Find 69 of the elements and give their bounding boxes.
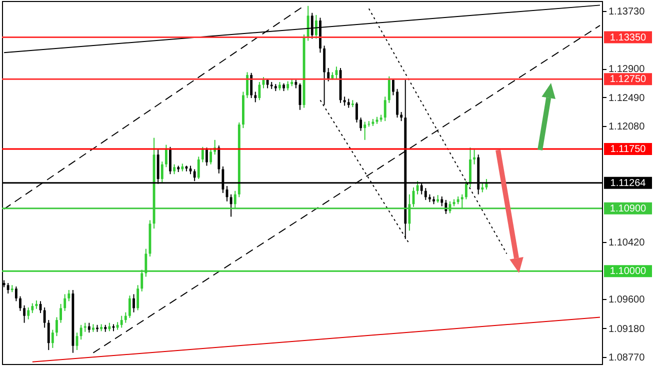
y-tick-label: 1.13730 (608, 6, 646, 18)
y-tick-label: 1.09180 (608, 324, 646, 335)
y-tick-label: 1.10420 (608, 237, 646, 248)
ref-line-label: 1.11750 (610, 144, 646, 155)
candlestick (128, 295, 131, 318)
candlestick (164, 144, 168, 168)
candlestick (424, 188, 427, 200)
candlestick (160, 161, 164, 183)
candlestick (335, 66, 338, 79)
candlestick (80, 324, 82, 340)
y-tick-label: 1.12080 (608, 121, 646, 132)
candlestick (14, 286, 18, 302)
candlestick (347, 98, 350, 108)
candlestick (356, 102, 358, 123)
candlestick (258, 81, 261, 101)
candlestick (416, 180, 419, 195)
candlestick (473, 149, 476, 165)
candlestick (19, 296, 22, 312)
candlestick (64, 294, 66, 312)
candlestick (88, 322, 90, 334)
candlestick (364, 121, 366, 140)
candlestick (206, 147, 208, 166)
candlestick (47, 320, 50, 351)
candlestick (343, 96, 346, 106)
candlestick (310, 12, 314, 40)
candlestick (384, 96, 386, 122)
y-tick-label: 1.09600 (608, 294, 646, 306)
candlestick (6, 282, 10, 294)
candlestick (254, 91, 257, 103)
candlestick (173, 164, 176, 175)
candlestick (68, 290, 70, 302)
candlestick (388, 76, 390, 104)
candlestick (136, 284, 140, 311)
candlestick (124, 312, 127, 324)
ref-line-label: 1.13350 (610, 32, 647, 44)
candlestick (169, 146, 172, 175)
candlestick (51, 329, 54, 348)
candlestick (327, 68, 330, 82)
candlestick (132, 294, 135, 313)
y-tick-label: 1.08770 (608, 352, 646, 364)
candlestick (218, 145, 220, 174)
candlestick (56, 316, 58, 337)
ref-line-label: 1.11264 (610, 178, 646, 189)
candlestick (306, 5, 310, 42)
candlestick (31, 302, 34, 314)
candlestick (286, 80, 290, 91)
candlestick (481, 182, 484, 193)
candlestick (246, 72, 248, 99)
candlestick (485, 178, 488, 190)
y-tick-label: 1.12900 (608, 64, 646, 76)
candlestick (360, 117, 362, 132)
candlestick (464, 180, 468, 200)
candlestick (314, 14, 318, 40)
ref-line-label: 1.10900 (610, 203, 647, 214)
ref-line-label: 1.12750 (610, 74, 647, 86)
candlestick (197, 156, 200, 180)
candlestick (60, 303, 62, 324)
candlestick (120, 315, 123, 328)
candlestick (230, 194, 232, 218)
ref-line-label: 1.10000 (610, 266, 647, 278)
candlestick (27, 306, 30, 320)
candlestick (210, 148, 212, 165)
candlestick (43, 306, 46, 328)
candlestick (201, 146, 204, 163)
candlestick (250, 72, 253, 99)
candlestick (400, 111, 403, 122)
y-tick-label: 1.12490 (608, 92, 646, 104)
candlestick (396, 88, 398, 118)
candlestick (23, 304, 26, 324)
